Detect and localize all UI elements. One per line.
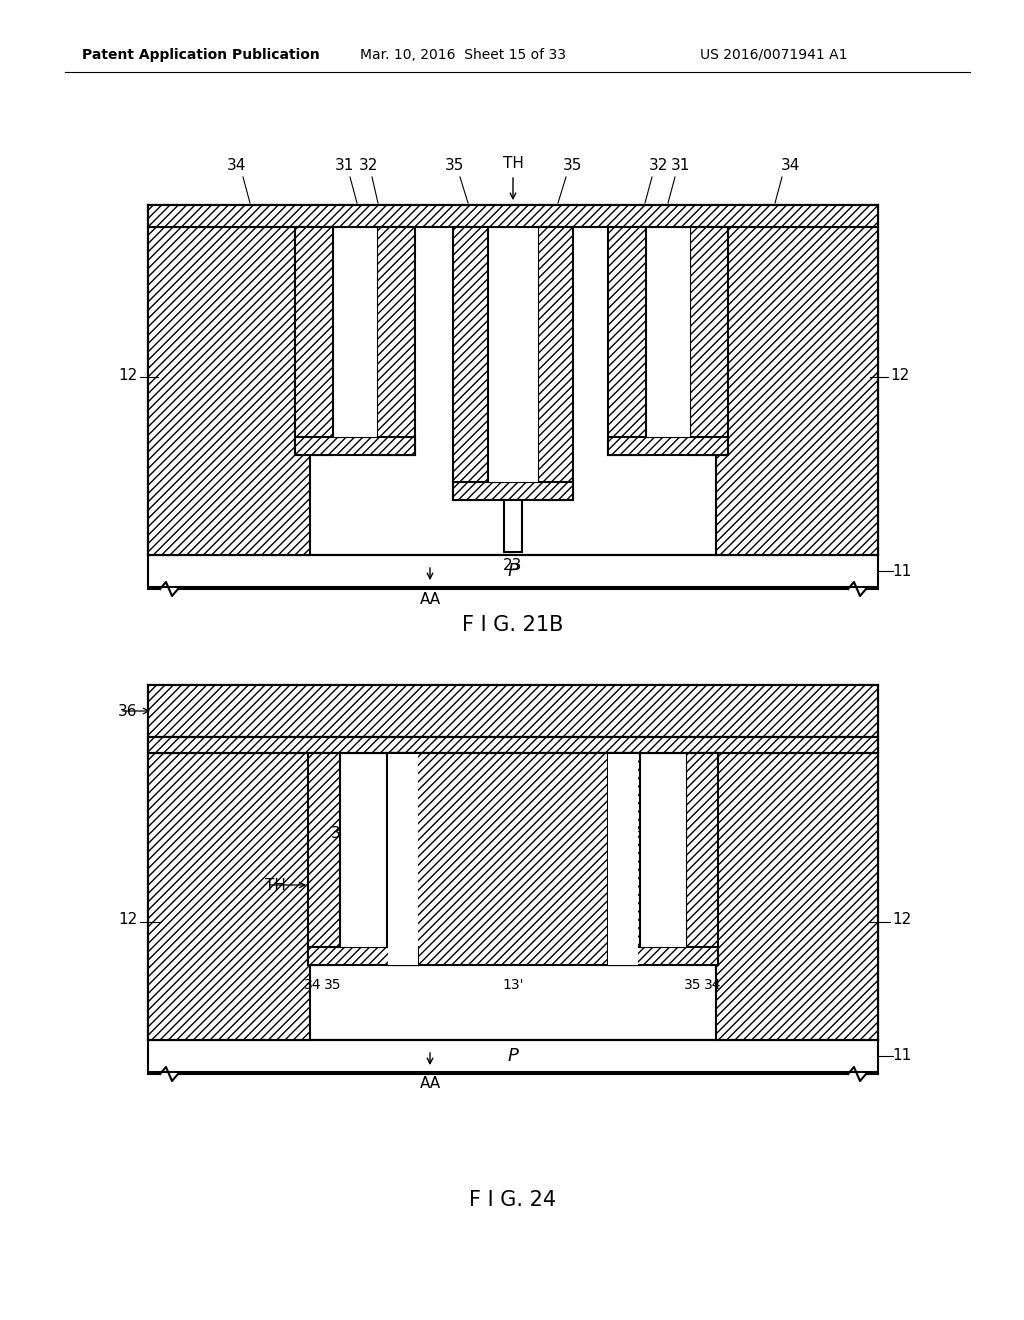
Text: 31: 31 [334, 157, 353, 173]
Text: 31: 31 [671, 157, 690, 173]
Text: 35: 35 [684, 978, 701, 993]
Bar [148, 554, 878, 587]
Bar [608, 227, 646, 455]
Bar [340, 752, 386, 946]
Bar [148, 1040, 878, 1072]
Text: 35: 35 [445, 157, 465, 173]
Bar [388, 752, 638, 965]
Bar [608, 752, 640, 965]
Text: 34: 34 [780, 157, 800, 173]
Bar [148, 227, 310, 554]
Text: P: P [508, 1047, 518, 1065]
Text: 12: 12 [119, 367, 137, 383]
Text: Patent Application Publication: Patent Application Publication [82, 48, 319, 62]
Bar [148, 205, 878, 554]
Bar [308, 946, 418, 965]
Bar [453, 227, 488, 500]
Text: 35: 35 [325, 978, 342, 993]
Text: P: P [508, 562, 518, 579]
Bar [388, 752, 418, 965]
Bar [608, 946, 718, 965]
Bar [148, 685, 878, 737]
Text: TH: TH [264, 878, 286, 892]
Text: 31: 31 [352, 825, 372, 841]
Text: F I G. 24: F I G. 24 [469, 1191, 557, 1210]
Text: 32: 32 [331, 825, 349, 841]
Text: 36: 36 [118, 704, 138, 718]
Bar [538, 227, 573, 500]
Text: 34: 34 [304, 978, 322, 993]
Bar [148, 685, 878, 1040]
Text: 13': 13' [508, 442, 531, 458]
Bar [295, 437, 415, 455]
Bar [148, 737, 878, 752]
Bar [608, 752, 638, 965]
Bar [608, 437, 728, 455]
Text: 31: 31 [655, 825, 675, 841]
Text: 34: 34 [226, 157, 246, 173]
Bar [646, 227, 690, 437]
Text: US 2016/0071941 A1: US 2016/0071941 A1 [700, 48, 848, 62]
Bar [504, 500, 522, 552]
Bar [386, 752, 418, 965]
Bar [716, 752, 878, 1040]
Bar [333, 227, 377, 437]
Text: 23: 23 [504, 558, 522, 573]
Text: 13': 13' [502, 978, 523, 993]
Bar [488, 227, 538, 482]
Text: 12: 12 [892, 912, 911, 928]
Text: 35: 35 [562, 157, 582, 173]
Text: AA: AA [420, 591, 440, 606]
Text: 12: 12 [891, 367, 909, 383]
Text: 32: 32 [634, 825, 653, 841]
Bar [716, 227, 878, 554]
Bar [690, 227, 728, 455]
Text: 11: 11 [892, 1048, 911, 1064]
Text: 11: 11 [892, 564, 911, 578]
Bar [640, 752, 686, 946]
Text: 12: 12 [119, 912, 137, 928]
Bar [148, 205, 878, 227]
Bar [686, 752, 718, 965]
Text: F I G. 21B: F I G. 21B [462, 615, 563, 635]
Bar [295, 227, 333, 455]
Bar [148, 752, 310, 1040]
Text: AA: AA [420, 1077, 440, 1092]
Text: 32: 32 [648, 157, 668, 173]
Bar [453, 482, 573, 500]
Text: 34: 34 [705, 978, 722, 993]
Text: 32: 32 [358, 157, 378, 173]
Text: Mar. 10, 2016  Sheet 15 of 33: Mar. 10, 2016 Sheet 15 of 33 [360, 48, 566, 62]
Text: TH: TH [503, 156, 523, 170]
Bar [377, 227, 415, 455]
Bar [308, 752, 340, 965]
